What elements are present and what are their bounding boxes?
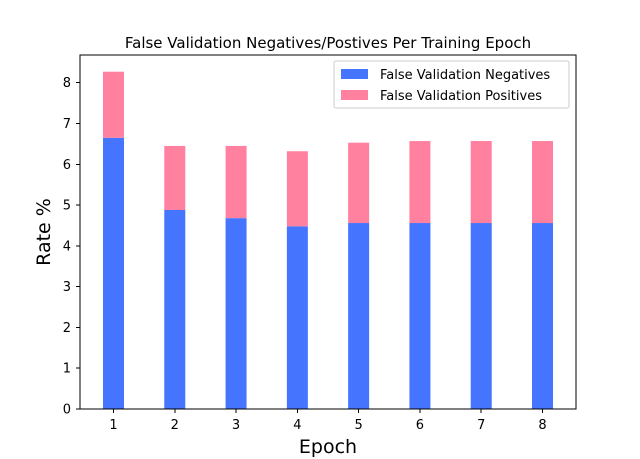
bar-negatives-epoch-4 (286, 226, 308, 409)
x-tick-label: 6 (416, 418, 424, 433)
bar-negatives-epoch-3 (225, 218, 247, 409)
x-tick-label: 3 (232, 418, 240, 433)
x-tick-label: 4 (293, 418, 301, 433)
bar-positives-epoch-7 (470, 141, 492, 224)
y-tick-label: 7 (63, 117, 71, 132)
bar-positives-epoch-8 (532, 141, 553, 224)
bar-positives-epoch-4 (286, 151, 308, 227)
x-tick-label: 7 (477, 418, 485, 433)
bar-negatives-epoch-7 (470, 223, 492, 409)
y-tick-label: 4 (63, 239, 71, 254)
legend-swatch-positives (341, 90, 368, 100)
x-tick-label: 5 (355, 418, 363, 433)
chart-title: False Validation Negatives/Postives Per … (125, 34, 531, 52)
legend-swatch-negatives (341, 69, 368, 79)
y-tick-label: 6 (63, 158, 71, 173)
x-tick-label: 1 (109, 418, 117, 433)
y-axis-label: Rate % (33, 198, 55, 266)
y-ticks: 0 1 2 3 4 5 6 7 8 (63, 76, 80, 418)
y-tick-label: 3 (63, 280, 71, 295)
y-tick-label: 1 (63, 362, 71, 377)
bar-positives-epoch-1 (103, 71, 124, 138)
x-tick-label: 2 (171, 418, 179, 433)
bar-positives-epoch-6 (409, 141, 431, 224)
x-ticks: 1 2 3 4 5 6 7 8 (109, 409, 547, 433)
bar-positives-epoch-3 (225, 145, 247, 219)
y-tick-label: 2 (63, 321, 71, 336)
y-tick-label: 8 (63, 76, 71, 91)
bars-layer (103, 71, 553, 410)
x-tick-label: 8 (538, 418, 546, 433)
plot-frame (79, 54, 577, 410)
legend-frame (333, 60, 570, 109)
bar-negatives-epoch-8 (532, 223, 553, 409)
bar-negatives-epoch-2 (164, 209, 186, 409)
bar-negatives-epoch-5 (348, 223, 370, 409)
legend: False Validation Negatives False Validat… (333, 60, 570, 109)
bar-positives-epoch-5 (348, 142, 370, 224)
y-tick-label: 5 (63, 199, 71, 214)
legend-label-negatives: False Validation Negatives (380, 68, 550, 83)
bar-positives-epoch-2 (164, 145, 186, 210)
bar-negatives-epoch-1 (103, 137, 124, 410)
x-axis-label: Epoch (299, 436, 357, 458)
bar-negatives-epoch-6 (409, 223, 431, 409)
y-tick-label: 0 (63, 403, 71, 418)
legend-label-positives: False Validation Positives (380, 89, 542, 104)
